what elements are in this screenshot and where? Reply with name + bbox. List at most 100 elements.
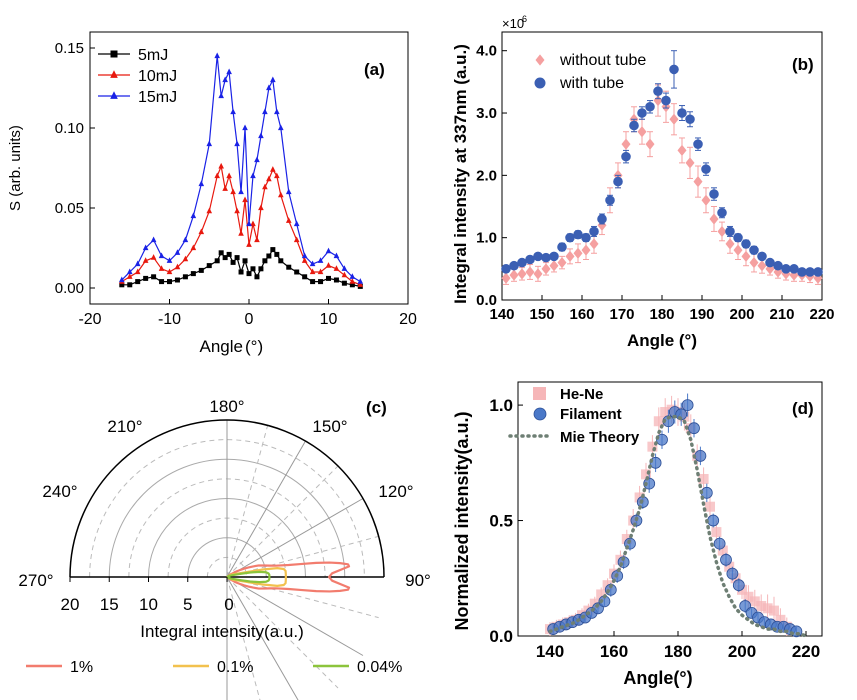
data-point — [341, 271, 348, 278]
data-point — [756, 600, 767, 611]
data-point — [597, 214, 607, 224]
data-point — [790, 625, 803, 638]
data-point — [206, 207, 213, 214]
data-point — [717, 225, 727, 238]
data-point — [621, 138, 631, 150]
x-tick-label: 210 — [769, 306, 794, 323]
grid-spoke — [226, 576, 364, 656]
data-point — [733, 244, 743, 256]
data-point — [230, 188, 236, 195]
data-point — [270, 76, 276, 83]
radial-tick-label: 5 — [183, 595, 192, 614]
data-point — [250, 172, 256, 179]
data-point — [643, 477, 656, 490]
data-point — [357, 281, 364, 287]
data-point — [705, 501, 715, 512]
data-point — [741, 239, 751, 249]
data-point — [557, 242, 567, 252]
x-tick-label: 160 — [600, 642, 628, 661]
data-point — [135, 279, 141, 285]
data-point — [724, 561, 735, 572]
data-point — [143, 275, 149, 281]
data-point — [274, 108, 280, 115]
x-tick-label: 10 — [320, 311, 338, 328]
data-point — [294, 269, 300, 275]
legend-marker — [534, 77, 546, 89]
data-point — [541, 263, 551, 275]
data-point — [246, 220, 252, 227]
data-point — [733, 232, 743, 243]
data-point — [250, 266, 256, 272]
minor-grid-spoke — [226, 465, 339, 578]
data-point — [242, 196, 248, 203]
minor-grid-spoke — [226, 425, 269, 578]
legend-label: 1% — [70, 659, 93, 676]
data-point — [134, 260, 141, 267]
data-point — [309, 260, 316, 267]
data-point — [182, 255, 189, 262]
data-point — [762, 603, 773, 614]
legend-label: Filament — [560, 406, 622, 423]
data-point — [549, 251, 559, 262]
data-point — [726, 567, 739, 580]
data-point — [126, 273, 133, 279]
y-tick-label: 4.0 — [476, 43, 497, 60]
legend-label: with tube — [559, 75, 624, 92]
data-point — [246, 271, 252, 277]
data-point — [222, 255, 228, 261]
data-point — [158, 252, 165, 259]
x-tick-label: 0 — [245, 311, 254, 328]
data-point — [333, 252, 340, 259]
data-point — [182, 236, 189, 243]
angle-label: 270° — [18, 571, 53, 590]
data-point — [266, 253, 272, 259]
data-point — [711, 527, 722, 538]
data-point — [270, 166, 276, 172]
data-point — [226, 251, 232, 257]
x-axis-label: Angle (°) — [627, 331, 697, 350]
radial-tick-label: 15 — [100, 595, 119, 614]
y-tick-label: 0.5 — [489, 512, 513, 531]
x-tick-label: 220 — [792, 642, 820, 661]
series-curve — [226, 561, 351, 593]
data-point — [238, 269, 244, 275]
data-point — [198, 267, 204, 273]
plot-frame — [517, 381, 823, 637]
data-point — [242, 258, 248, 264]
legend-label: He-Ne — [560, 386, 603, 403]
data-point — [501, 264, 511, 274]
legend-marker — [535, 54, 545, 66]
data-point — [749, 245, 759, 255]
data-point — [262, 258, 268, 264]
data-point — [789, 264, 799, 274]
legend-marker — [110, 91, 118, 99]
data-point — [214, 172, 221, 179]
data-point — [151, 274, 157, 280]
data-point — [285, 217, 292, 223]
data-point — [769, 605, 779, 616]
data-point — [174, 249, 181, 255]
data-point — [741, 250, 751, 263]
data-point — [198, 180, 205, 187]
polar-outer-arc — [69, 419, 385, 578]
y-tick-label: 0.0 — [476, 292, 497, 309]
panel-label: (a) — [364, 60, 385, 79]
x-tick-label: 180 — [664, 642, 692, 661]
data-point — [258, 266, 264, 272]
legend-marker — [533, 387, 546, 400]
data-point — [525, 254, 535, 265]
data-point — [341, 265, 348, 271]
data-point — [349, 278, 356, 284]
y-tick-label: 2.0 — [476, 167, 497, 184]
data-point — [341, 280, 347, 286]
data-point — [127, 282, 133, 288]
panel-a: -20 -10 0 10 20 0.00 0.05 0.10 0.15 Angle (°) S (ar… — [7, 31, 417, 356]
data-point — [250, 220, 256, 227]
data-point — [309, 268, 316, 275]
x-tick-label: 140 — [536, 642, 564, 661]
data-point — [349, 273, 356, 279]
data-point — [709, 213, 719, 225]
data-point — [605, 195, 615, 206]
data-point — [333, 277, 339, 283]
